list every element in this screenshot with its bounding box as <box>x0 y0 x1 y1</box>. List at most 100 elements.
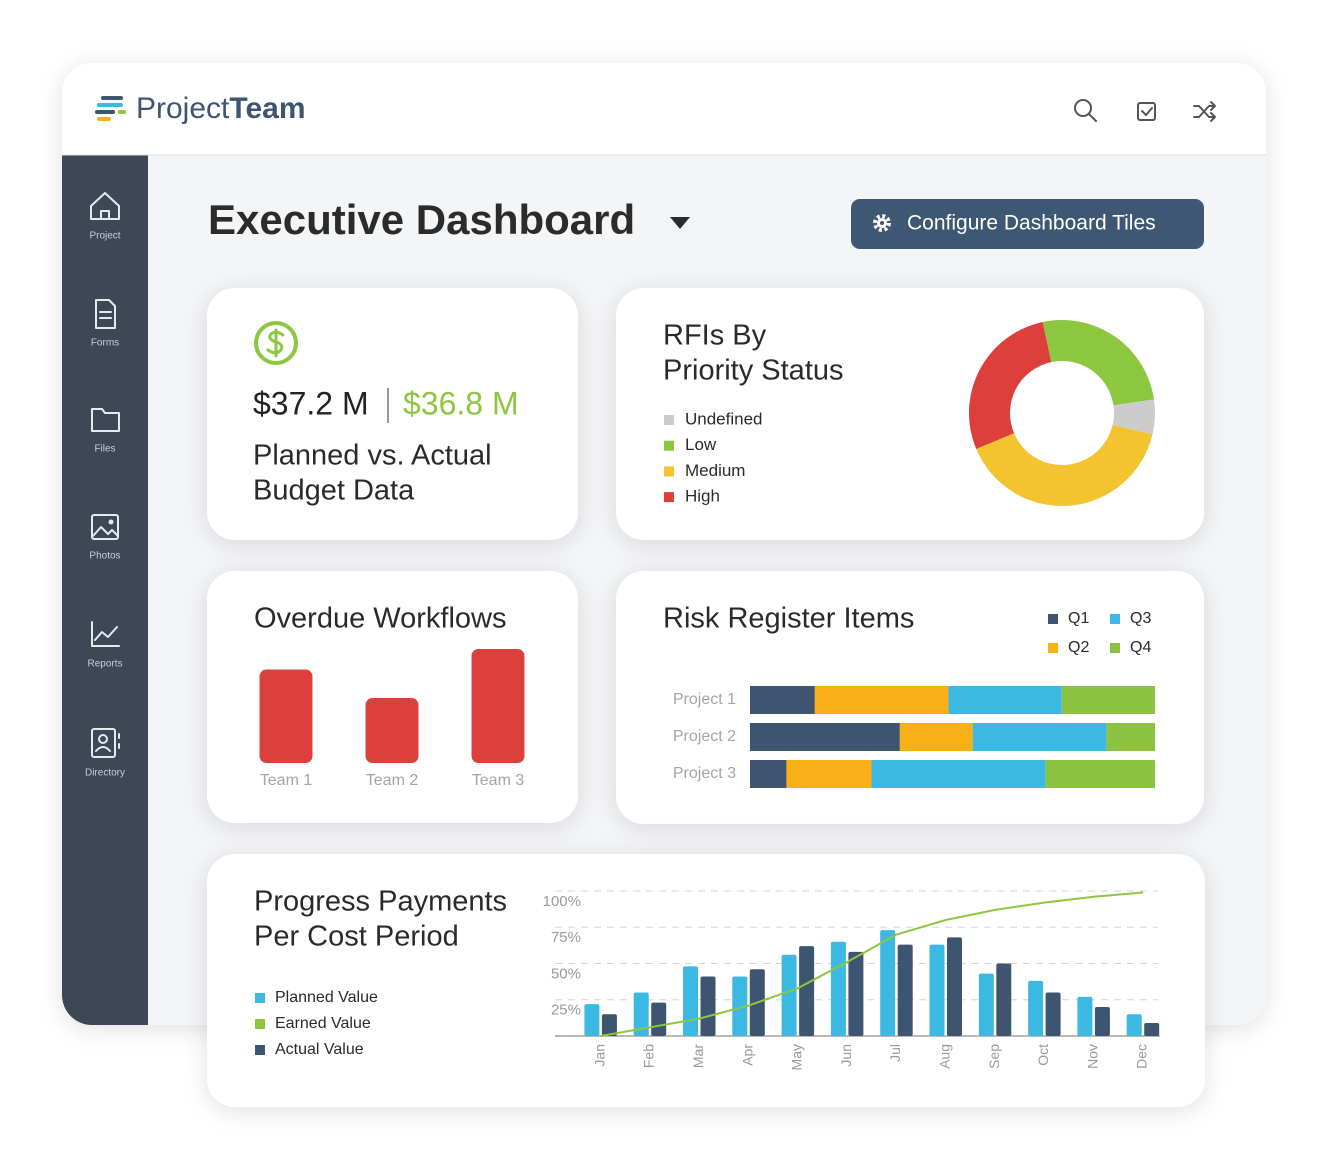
x-tick-label: Nov <box>1084 1044 1100 1069</box>
tasks-icon[interactable] <box>1137 102 1156 121</box>
search-icon[interactable] <box>1074 99 1097 122</box>
x-tick-label: Sep <box>986 1044 1002 1069</box>
legend-swatch <box>255 993 265 1003</box>
bar <box>633 992 649 1036</box>
legend-swatch <box>664 415 674 425</box>
nav-forms[interactable] <box>95 299 116 329</box>
page-title: Executive Dashboard <box>208 196 635 243</box>
bar-segment <box>899 723 973 751</box>
logo[interactable]: ProjectTeam <box>95 92 306 125</box>
budget-title: Planned vs. Actual <box>253 440 492 472</box>
bar <box>471 649 525 763</box>
x-tick-label: Team 3 <box>472 772 525 789</box>
bar-segment <box>1061 686 1155 714</box>
y-tick-label: 50% <box>551 965 581 982</box>
logo-bold: Team <box>229 92 305 125</box>
nav-files[interactable] <box>91 408 120 432</box>
x-tick-label: Team 2 <box>366 772 419 789</box>
bar <box>651 1002 667 1036</box>
chart-title: Risk Register Items <box>663 603 914 635</box>
shuffle-icon[interactable] <box>1193 101 1216 122</box>
bar <box>848 951 864 1036</box>
x-tick-label: Team 1 <box>260 772 313 789</box>
donut-segment <box>1042 320 1155 406</box>
legend-swatch <box>255 1019 265 1029</box>
y-tick-label: 100% <box>543 893 581 910</box>
nav-directory[interactable] <box>91 728 120 758</box>
budget-tile[interactable] <box>207 288 578 540</box>
donut-segment <box>976 424 1153 506</box>
legend-label: Q2 <box>1068 639 1089 656</box>
nav-photos[interactable] <box>91 514 119 540</box>
bar <box>897 944 913 1036</box>
bar <box>259 669 313 763</box>
y-tick-label: Project 1 <box>673 691 736 708</box>
bar-segment <box>750 686 815 714</box>
y-tick-label: Project 3 <box>673 765 736 782</box>
bar <box>781 954 797 1036</box>
line <box>600 891 1144 1037</box>
legend-label: Undefined <box>685 409 763 428</box>
bar <box>1028 980 1044 1036</box>
x-tick-label: Oct <box>1035 1044 1051 1066</box>
sidebar <box>62 155 148 1025</box>
bar <box>929 944 945 1036</box>
chart-title: Progress Payments <box>254 886 507 918</box>
x-tick-label: May <box>789 1044 805 1070</box>
x-tick-label: Jul <box>887 1044 903 1062</box>
nav-project[interactable] <box>90 192 120 220</box>
bar-segment <box>871 760 1046 788</box>
chart-title: Priority Status <box>663 355 844 387</box>
legend-swatch <box>255 1045 265 1055</box>
bar <box>365 698 419 763</box>
legend-swatch <box>1048 643 1058 653</box>
bar <box>1045 992 1061 1036</box>
chart-title: Overdue Workflows <box>254 603 507 635</box>
nav-label: Forms <box>91 338 119 349</box>
legend-swatch <box>664 440 674 451</box>
button-label: Configure Dashboard Tiles <box>907 212 1156 235</box>
bar <box>1126 1014 1142 1036</box>
nav-reports[interactable] <box>91 621 120 647</box>
x-tick-label: Dec <box>1134 1044 1150 1069</box>
legend-label: Low <box>685 435 717 454</box>
budget-title: Budget Data <box>253 475 415 507</box>
x-tick-label: Jan <box>591 1044 607 1067</box>
y-tick-label: 75% <box>551 929 581 946</box>
chart-title: RFIs By <box>663 320 767 352</box>
nav-label: Photos <box>89 551 120 562</box>
bar <box>799 946 815 1036</box>
bar-segment <box>948 686 1062 714</box>
legend-label: Q4 <box>1130 639 1151 656</box>
bar <box>732 976 748 1036</box>
bar <box>830 941 846 1036</box>
bar <box>700 976 716 1036</box>
dollar-icon <box>254 321 298 365</box>
logo-light: Project <box>136 92 230 125</box>
x-tick-label: Aug <box>936 1044 952 1069</box>
bar-segment <box>750 723 900 751</box>
chart-title: Per Cost Period <box>254 921 459 953</box>
bar <box>947 937 962 1036</box>
bar <box>880 930 896 1036</box>
x-tick-label: Jun <box>838 1044 854 1067</box>
legend-swatch <box>664 466 674 477</box>
legend-swatch <box>1110 643 1120 653</box>
legend-label: Actual Value <box>275 1041 364 1058</box>
configure-button[interactable]: Configure Dashboard Tiles <box>851 199 1204 249</box>
bar <box>601 1014 617 1036</box>
bar <box>683 966 698 1036</box>
donut-segment <box>1112 399 1155 435</box>
legend-swatch <box>1110 614 1120 624</box>
title-dropdown[interactable] <box>670 217 690 229</box>
bar-segment <box>972 723 1107 751</box>
bar-segment <box>786 760 872 788</box>
legend-label: Q1 <box>1068 610 1089 627</box>
bar-segment <box>750 760 787 788</box>
y-tick-label: Project 2 <box>673 728 736 745</box>
nav-label: Directory <box>85 768 125 779</box>
nav-label: Reports <box>87 659 122 670</box>
x-tick-label: Feb <box>641 1044 657 1068</box>
